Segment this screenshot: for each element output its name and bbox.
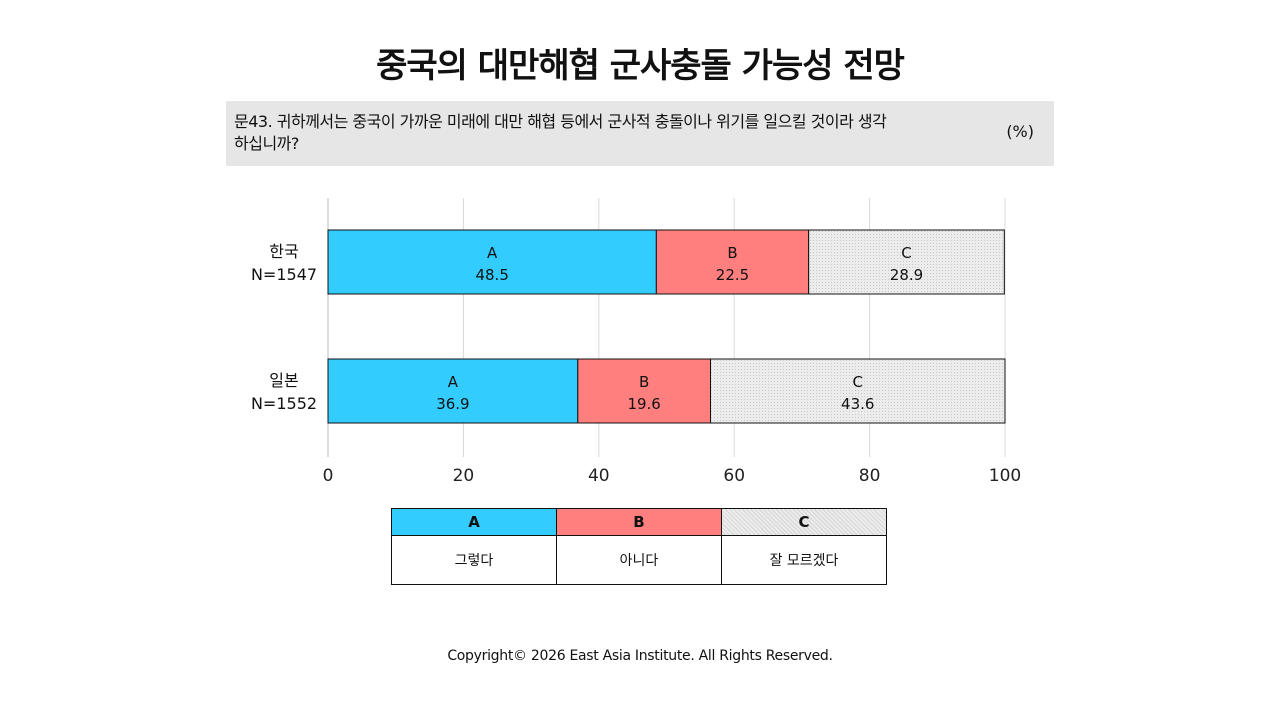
segment-value-label: 19.6 xyxy=(627,395,660,413)
question-text: 문43. 귀하께서는 중국이 가까운 미래에 대만 해협 등에서 군사적 충돌이… xyxy=(234,112,887,153)
segment-series-label: A xyxy=(487,244,498,262)
question-box: 문43. 귀하께서는 중국이 가까운 미래에 대만 해협 등에서 군사적 충돌이… xyxy=(226,101,1054,166)
x-tick-label: 0 xyxy=(323,466,334,486)
legend-key-a: A xyxy=(391,508,557,536)
x-tick-label: 20 xyxy=(453,466,475,486)
segment-value-label: 22.5 xyxy=(716,266,749,284)
x-tick-label: 40 xyxy=(588,466,610,486)
segment-series-label: C xyxy=(901,244,911,262)
legend-label-c: 잘 모르겠다 xyxy=(721,535,887,585)
y-category-n: N=1547 xyxy=(251,265,317,284)
bar-segment-a xyxy=(327,358,579,424)
segment-series-label: A xyxy=(448,373,459,391)
legend-label-a: 그렇다 xyxy=(391,535,557,585)
segment-series-label: B xyxy=(727,244,737,262)
bar-segment-b xyxy=(655,229,810,295)
segment-value-label: 43.6 xyxy=(841,395,874,413)
segment-series-label: B xyxy=(639,373,649,391)
bar-segment-c xyxy=(710,358,1006,424)
legend-table: A B C 그렇다 아니다 잘 모르겠다 xyxy=(391,508,887,585)
segment-value-label: 28.9 xyxy=(890,266,923,284)
bar-segment-a xyxy=(327,229,657,295)
legend-label-b: 아니다 xyxy=(556,535,722,585)
chart-title: 중국의 대만해협 군사충돌 가능성 전망 xyxy=(376,46,905,86)
y-category-label: 일본 xyxy=(269,371,298,390)
bar-segment-b xyxy=(577,358,712,424)
bar-segment-c xyxy=(808,229,1005,295)
unit-label: (%) xyxy=(1006,122,1034,141)
copyright-text: Copyright© 2026 East Asia Institute. All… xyxy=(447,648,833,664)
segment-value-label: 36.9 xyxy=(436,395,469,413)
segment-value-label: 48.5 xyxy=(475,266,508,284)
segment-series-label: C xyxy=(853,373,863,391)
y-category-n: N=1552 xyxy=(251,394,317,413)
x-tick-label: 100 xyxy=(989,466,1021,486)
y-category-label: 한국 xyxy=(269,242,298,261)
legend-key-b: B xyxy=(556,508,722,536)
x-tick-label: 80 xyxy=(859,466,881,486)
x-tick-label: 60 xyxy=(723,466,745,486)
legend-key-c: C xyxy=(721,508,887,536)
